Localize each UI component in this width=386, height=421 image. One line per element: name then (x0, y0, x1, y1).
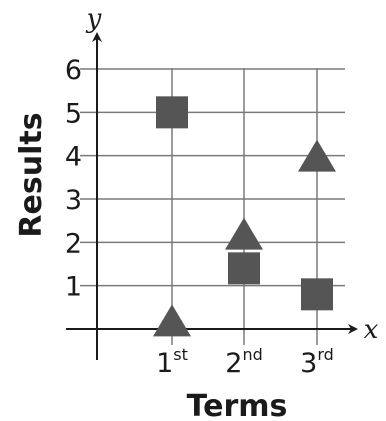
square-point-3 (301, 278, 333, 311)
y-tick-label-5: 5 (65, 98, 82, 129)
y-tick-label-1: 1 (65, 272, 82, 303)
x-tick-label-2: 2nd (225, 345, 262, 379)
x-tick-label-3: 3rd (300, 345, 334, 379)
x-axis-variable: x (364, 315, 379, 345)
data-marks (153, 96, 336, 337)
square-point-1 (156, 96, 188, 129)
y-tick-label-3: 3 (65, 185, 82, 216)
triangle-point-3 (298, 139, 336, 172)
x-axis-title: Terms (187, 389, 288, 421)
x-tick-label-1: 1st (156, 345, 188, 379)
y-axis-variable: y (86, 4, 102, 34)
y-axis-title: Results (14, 112, 49, 237)
triangle-point-1 (153, 304, 191, 337)
axis-titles: y x Terms Results (14, 4, 379, 421)
triangle-point-2 (225, 217, 263, 250)
axes (66, 32, 358, 360)
tick-labels: 1 2 3 4 5 6 1st 2nd 3rd (65, 55, 334, 379)
y-tick-label-2: 2 (65, 228, 82, 259)
square-point-2 (228, 252, 260, 285)
y-tick-label-4: 4 (65, 142, 82, 173)
y-tick-label-6: 6 (65, 55, 82, 86)
